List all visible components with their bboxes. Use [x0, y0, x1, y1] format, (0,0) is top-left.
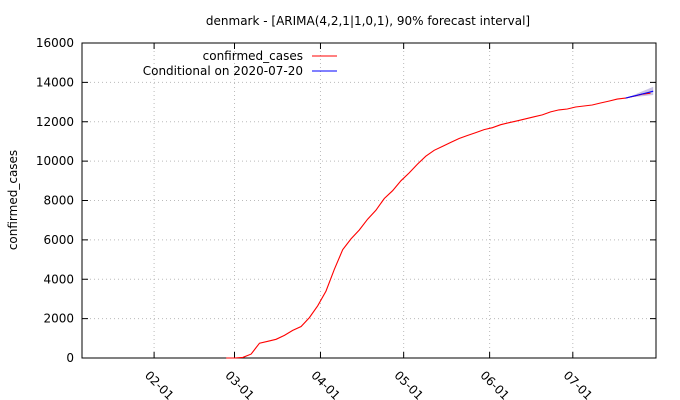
y-tick-label: 8000	[43, 194, 74, 208]
y-tick-label: 12000	[36, 115, 74, 129]
legend-label: confirmed_cases	[203, 49, 303, 63]
y-tick-label: 10000	[36, 154, 74, 168]
legend-label: Conditional on 2020-07-20	[143, 64, 303, 78]
y-tick-label: 4000	[43, 272, 74, 286]
y-tick-label: 14000	[36, 75, 74, 89]
axis-ticks: 0 2000 4000 6000 8000 10000 12000 14000 16000 02-…	[36, 36, 656, 400]
series-line-confirmed-cases	[226, 92, 651, 359]
x-tick-label: 07-01	[561, 368, 596, 400]
grid	[82, 43, 656, 358]
y-axis-label: confirmed_cases	[6, 150, 20, 250]
x-tick-label: 02-01	[142, 368, 177, 400]
x-tick-label: 05-01	[392, 368, 427, 400]
series-layer	[226, 86, 654, 359]
y-tick-label: 16000	[36, 36, 74, 50]
forecast-interval-band	[625, 86, 654, 99]
x-tick-label: 06-01	[478, 368, 513, 400]
y-tick-label: 0	[66, 351, 74, 365]
y-tick-label: 2000	[43, 312, 74, 326]
x-tick-label: 04-01	[308, 368, 343, 400]
plot-area	[81, 42, 657, 359]
y-tick-label: 6000	[43, 233, 74, 247]
series-line-conditional-forecast	[625, 90, 654, 99]
x-tick-label: 03-01	[222, 368, 257, 400]
chart-title: denmark - [ARIMA(4,2,1|1,0,1), 90% forec…	[206, 14, 530, 28]
